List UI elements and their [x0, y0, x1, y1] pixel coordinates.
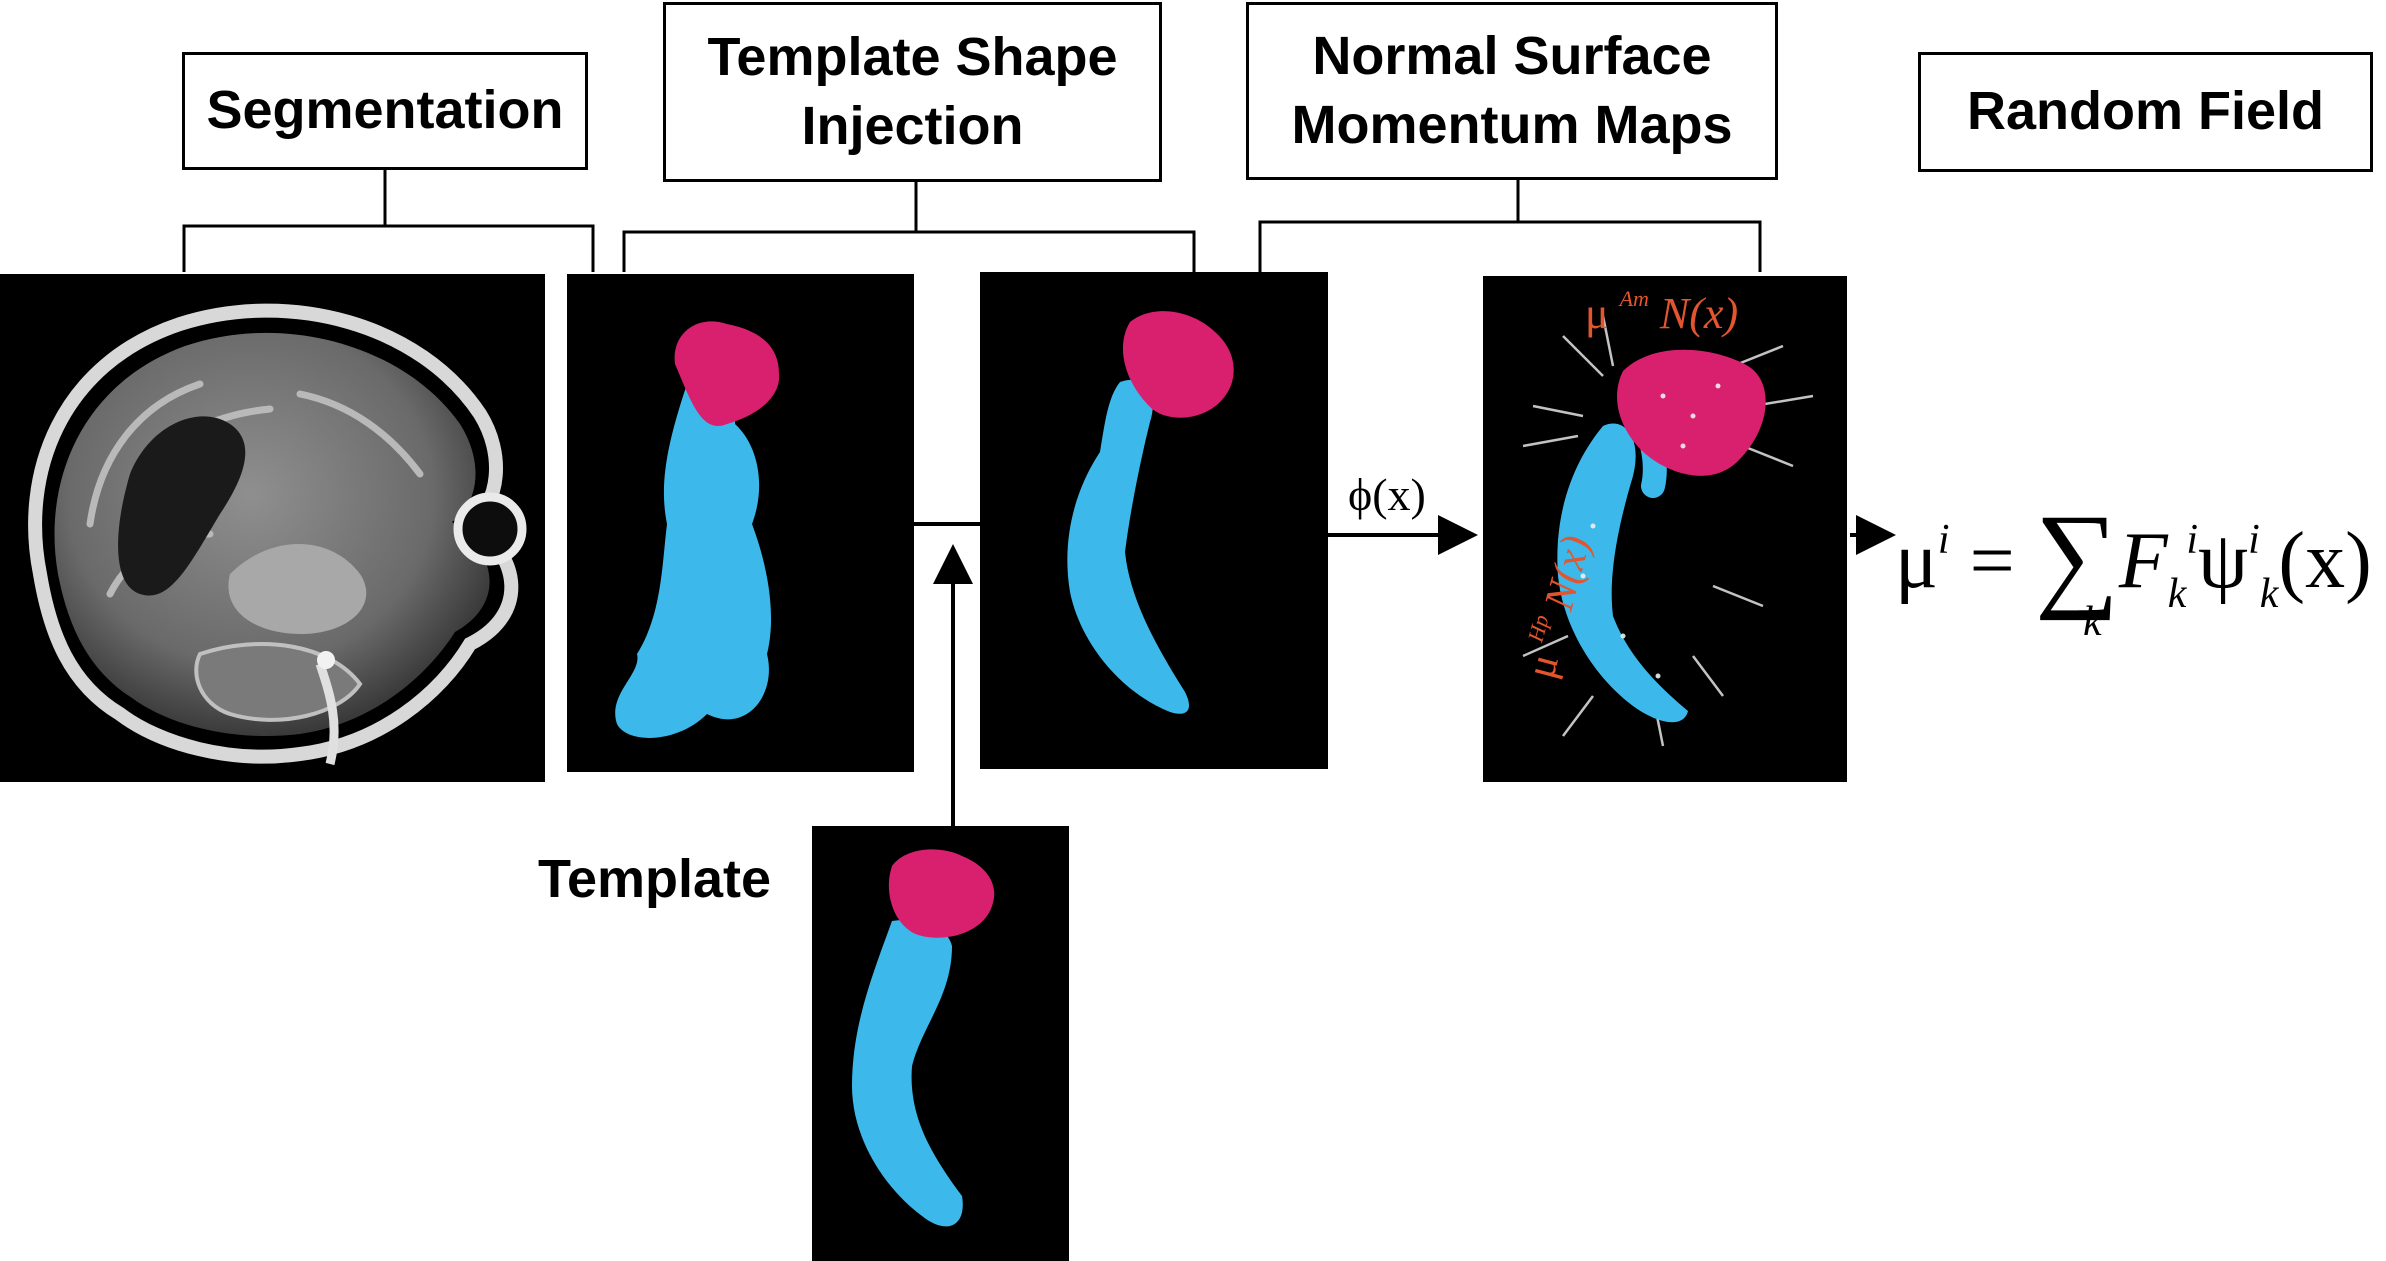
eq-mu: μ [1895, 517, 1938, 605]
random-field-label-box: Random Field [1918, 52, 2373, 172]
injected-template-panel [980, 272, 1328, 769]
amygdala-momentum-label: μ Am N(x) [1585, 286, 1738, 339]
normal-surface-momentum-maps-label: Normal Surface Momentum Maps [1291, 25, 1733, 155]
eq-f-superscript: i [2186, 517, 2199, 563]
eq-argument: (x) [2278, 517, 2372, 605]
template-shape-injection-label: Template Shape Injection [707, 26, 1118, 156]
random-field-equation: μi = ∑ k Fkiψik(x) [1895, 480, 2372, 645]
eq-equals: = [1949, 517, 2035, 605]
eq-psi-subscript: k [2259, 571, 2279, 617]
am-mu: μ [1585, 289, 1609, 338]
eq-psi-superscript: i [2248, 517, 2260, 563]
hp-superscript: Hp [1522, 612, 1554, 645]
eq-f-subscript: k [2167, 571, 2187, 617]
eq-mu-superscript: i [1937, 517, 1950, 563]
am-normal: N(x) [1659, 289, 1739, 338]
segmentation-label: Segmentation [206, 80, 564, 141]
template-label: Template [538, 849, 772, 909]
momentum-map-panel [1483, 276, 1847, 782]
random-field-label: Random Field [1966, 81, 2324, 142]
normal-surface-momentum-maps-label-box: Normal Surface Momentum Maps [1246, 2, 1778, 180]
template-panel [812, 826, 1069, 1261]
segmented-hippocampus-panel [567, 274, 914, 772]
am-superscript: Am [1619, 286, 1649, 311]
eq-psi: ψ [2198, 517, 2249, 605]
eq-f: F [2118, 517, 2168, 605]
phi-mapping-label: ϕ(x) [1348, 469, 1426, 520]
summation-symbol: ∑ [2034, 490, 2119, 621]
mri-brain-image [0, 274, 545, 782]
summation-index: k [2083, 599, 2102, 645]
template-shape-injection-label-box: Template Shape Injection [663, 2, 1162, 182]
segmentation-label-box: Segmentation [182, 52, 588, 170]
